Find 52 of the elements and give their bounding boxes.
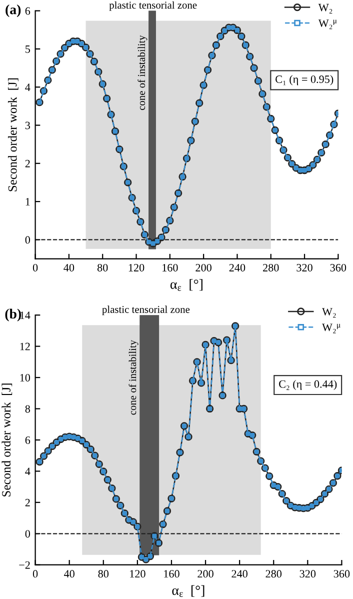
y-tick-label: 2: [25, 160, 30, 168]
x-tick-label: 40: [64, 264, 74, 272]
y-tick-label: 0: [25, 530, 30, 538]
y-tick-label: −2: [19, 561, 30, 569]
y-tick-label: 4: [25, 84, 30, 91]
y-tick-label: 4: [25, 468, 30, 476]
y-tick-label: 1: [26, 198, 30, 206]
y-tick-label: 12: [20, 342, 30, 350]
chart-title: (b): [5, 308, 22, 322]
y-tick-label: 2: [25, 498, 30, 506]
y-tick-label: 3: [25, 122, 30, 130]
x-tick-label: 200: [198, 570, 214, 578]
x-tick-label: 160: [164, 570, 180, 578]
y-tick-label: 5: [26, 46, 30, 53]
x-tick-label: 320: [300, 570, 316, 578]
y-axis-title: Second order work [J]: [8, 78, 18, 192]
x-tick-label: 0: [32, 570, 38, 578]
chart-title: (a): [6, 4, 21, 18]
x-axis-title: α$_{ε}$ [°]: [172, 585, 204, 597]
band-label: plastic tensorial zone: [102, 306, 190, 316]
annotation: C₂ (η = 0.44): [279, 380, 337, 390]
x-tick-label: 40: [64, 570, 74, 578]
x-tick-label: 360: [330, 264, 346, 272]
y-tick-label: 6: [25, 7, 30, 15]
x-tick-label: 80: [97, 264, 108, 272]
x-tick-label: 280: [266, 570, 282, 578]
y-tick-label: 10: [20, 374, 30, 382]
legend-label: W₂$^{μ}$: [318, 20, 337, 30]
x-tick-label: 320: [296, 264, 312, 272]
x-tick-label: 0: [32, 264, 38, 272]
band-label: cone of instability: [128, 340, 138, 415]
band-label: plastic tensorial zone: [109, 1, 197, 11]
legend-label: W₂: [318, 4, 332, 14]
y-tick-label: 14: [20, 312, 30, 319]
x-tick-label: 240: [232, 570, 248, 578]
y-tick-label: 6: [25, 436, 30, 444]
x-tick-label: 120: [128, 264, 144, 272]
x-axis-title: α$_{ε}$ [°]: [170, 279, 202, 291]
x-tick-label: 80: [98, 570, 109, 578]
legend-label: W₂: [322, 308, 336, 318]
x-tick-label: 200: [196, 264, 212, 272]
band-label: cone of instability: [138, 35, 148, 110]
x-tick-label: 280: [263, 264, 279, 272]
y-axis-title: Second order work [J]: [2, 384, 12, 496]
x-tick-label: 360: [334, 570, 350, 578]
y-tick-label: 0: [25, 236, 30, 244]
x-tick-label: 120: [130, 570, 146, 578]
legend-label: W₂$^{μ}$: [322, 324, 340, 334]
y-tick-label: 8: [25, 405, 30, 413]
x-tick-label: 160: [162, 264, 178, 272]
x-tick-label: 240: [229, 264, 246, 272]
annotation: C₁ (η = 0.95): [276, 75, 334, 86]
